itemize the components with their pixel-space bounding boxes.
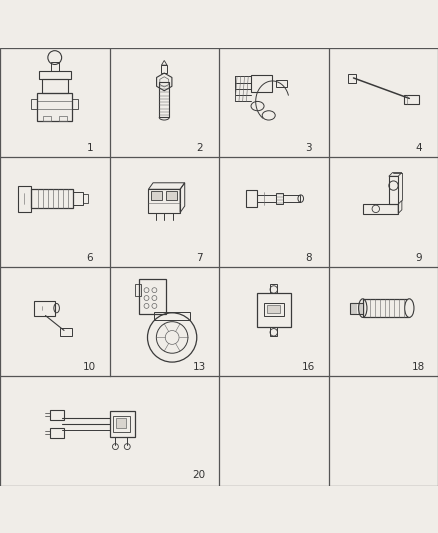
Bar (51, 61, 59, 71)
Bar (18, 185, 31, 212)
Bar (283, 195, 300, 203)
Text: 13: 13 (193, 362, 206, 372)
Bar (251, 75, 272, 92)
Bar (270, 327, 278, 336)
Text: 20: 20 (193, 470, 206, 480)
Bar (363, 204, 398, 214)
Ellipse shape (405, 299, 414, 318)
Bar (264, 303, 284, 317)
Bar (154, 312, 190, 320)
Bar (246, 190, 257, 207)
Bar (151, 191, 162, 200)
Bar (50, 410, 64, 420)
Text: 9: 9 (415, 253, 422, 263)
Bar (83, 194, 88, 203)
Bar (39, 71, 71, 79)
Text: 8: 8 (305, 253, 312, 263)
Bar (159, 82, 170, 117)
Bar (43, 116, 51, 120)
Bar (42, 79, 67, 93)
Bar (117, 418, 126, 428)
Bar (257, 195, 276, 203)
Bar (267, 305, 280, 313)
Bar (162, 65, 167, 72)
Bar (60, 328, 71, 336)
Text: 1: 1 (86, 143, 93, 154)
Bar (276, 193, 283, 204)
Text: 7: 7 (196, 253, 203, 263)
Bar (59, 116, 67, 120)
Bar (34, 301, 55, 316)
Bar (276, 80, 287, 87)
Bar (113, 416, 130, 432)
Text: 3: 3 (305, 143, 312, 154)
Bar (348, 74, 356, 83)
Bar (350, 303, 363, 314)
Text: 16: 16 (302, 362, 315, 372)
Bar (363, 299, 409, 318)
Bar (138, 279, 166, 314)
Text: 18: 18 (412, 362, 425, 372)
Bar (257, 293, 290, 327)
Bar (31, 189, 74, 208)
Bar (110, 411, 135, 437)
Bar (148, 189, 180, 213)
Text: 2: 2 (196, 143, 203, 154)
Text: 6: 6 (86, 253, 93, 263)
Bar (135, 284, 141, 296)
Bar (270, 284, 278, 293)
Bar (404, 95, 419, 104)
Bar (31, 99, 37, 109)
Bar (37, 93, 72, 120)
Bar (389, 176, 398, 204)
Bar (74, 192, 83, 205)
Bar (50, 428, 64, 438)
Bar (73, 99, 78, 109)
Text: 10: 10 (83, 362, 96, 372)
Bar (166, 191, 177, 200)
Text: 4: 4 (415, 143, 422, 154)
